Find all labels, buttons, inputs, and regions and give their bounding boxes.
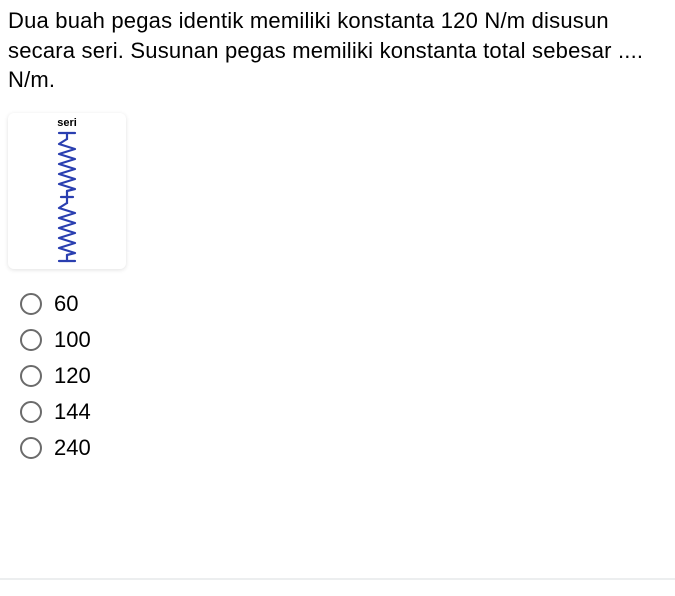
spring-series-icon bbox=[47, 131, 87, 265]
spring-diagram-card: seri bbox=[8, 113, 126, 269]
radio-icon bbox=[20, 293, 42, 315]
option-1[interactable]: 100 bbox=[20, 327, 667, 353]
question-text: Dua buah pegas identik memiliki konstant… bbox=[8, 6, 667, 95]
option-3[interactable]: 144 bbox=[20, 399, 667, 425]
option-2[interactable]: 120 bbox=[20, 363, 667, 389]
radio-icon bbox=[20, 329, 42, 351]
radio-icon bbox=[20, 365, 42, 387]
option-label: 60 bbox=[54, 291, 78, 317]
option-4[interactable]: 240 bbox=[20, 435, 667, 461]
option-label: 240 bbox=[54, 435, 91, 461]
option-0[interactable]: 60 bbox=[20, 291, 667, 317]
radio-icon bbox=[20, 437, 42, 459]
footer-divider bbox=[0, 578, 675, 580]
option-label: 100 bbox=[54, 327, 91, 353]
diagram-label: seri bbox=[57, 117, 77, 129]
radio-icon bbox=[20, 401, 42, 423]
option-label: 144 bbox=[54, 399, 91, 425]
options-group: 60 100 120 144 240 bbox=[8, 291, 667, 461]
option-label: 120 bbox=[54, 363, 91, 389]
